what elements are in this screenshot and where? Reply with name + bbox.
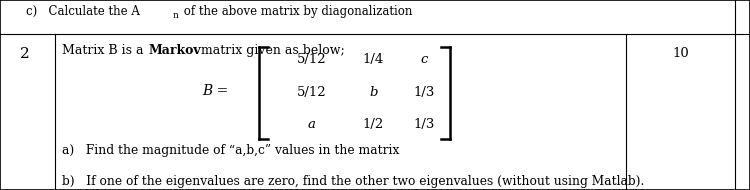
Text: a)   Find the magnitude of “a,b,c” values in the matrix: a) Find the magnitude of “a,b,c” values … <box>62 144 400 157</box>
Text: 2: 2 <box>20 48 30 62</box>
Text: n: n <box>172 11 178 20</box>
Text: matrix given as below;: matrix given as below; <box>197 44 345 57</box>
Text: of the above matrix by diagonalization: of the above matrix by diagonalization <box>180 5 412 18</box>
Text: b)   If one of the eigenvalues are zero, find the other two eigenvalues (without: b) If one of the eigenvalues are zero, f… <box>62 175 644 188</box>
Text: Matrix B is a: Matrix B is a <box>62 44 148 57</box>
Text: c: c <box>420 53 428 66</box>
Text: b: b <box>369 86 378 99</box>
Text: 5/12: 5/12 <box>296 86 326 99</box>
Text: 1/3: 1/3 <box>413 118 434 131</box>
Text: 5/12: 5/12 <box>296 53 326 66</box>
Text: 10: 10 <box>672 47 689 60</box>
Text: a: a <box>308 118 315 131</box>
Text: 1/2: 1/2 <box>363 118 384 131</box>
Text: Markov: Markov <box>148 44 201 57</box>
Text: 1/3: 1/3 <box>413 86 434 99</box>
Text: 1/4: 1/4 <box>363 53 384 66</box>
Text: c)   Calculate the A: c) Calculate the A <box>26 5 140 18</box>
Text: B =: B = <box>202 84 233 98</box>
